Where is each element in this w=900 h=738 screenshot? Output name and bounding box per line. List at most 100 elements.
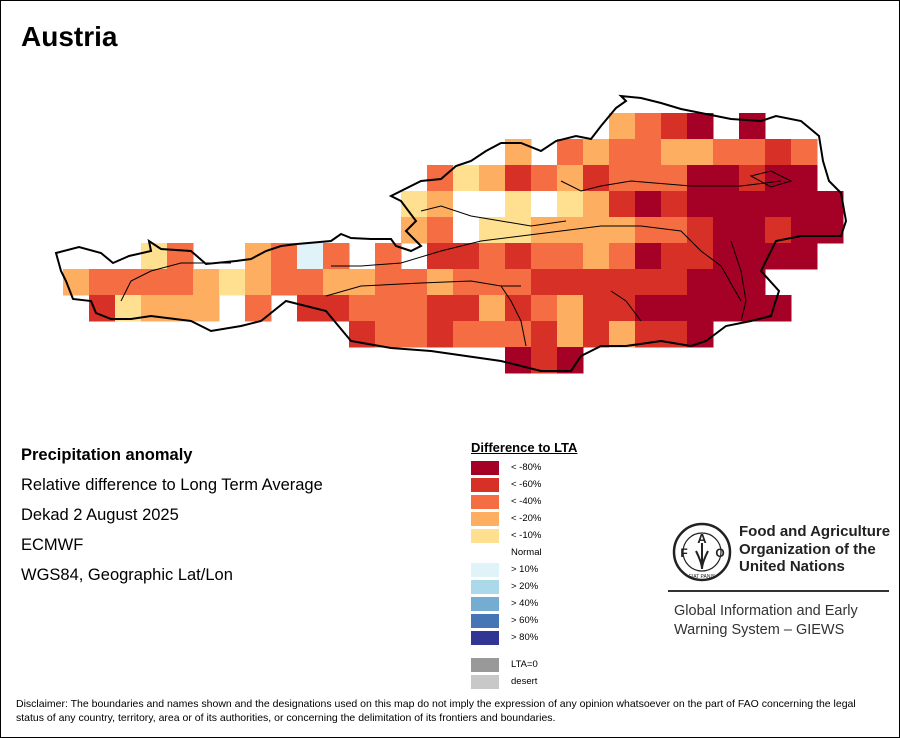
grid-cell — [635, 113, 662, 140]
anomaly-grid — [63, 113, 844, 374]
giews-line: Warning System – GIEWS — [674, 622, 845, 638]
grid-cell — [739, 217, 766, 244]
grid-cell — [89, 269, 116, 296]
grid-cell — [427, 191, 454, 218]
grid-cell — [609, 217, 636, 244]
grid-cell — [765, 191, 792, 218]
legend-swatch — [471, 580, 499, 594]
projection: WGS84, Geographic Lat/Lon — [21, 566, 233, 584]
legend-swatch — [471, 658, 499, 672]
map-subtitle: Relative difference to Long Term Average — [21, 476, 323, 494]
legend-swatch — [471, 529, 499, 543]
grid-cell — [583, 295, 610, 322]
grid-cell — [635, 269, 662, 296]
fao-name: Food and Agriculture Organization of the… — [739, 523, 890, 576]
legend-label: Normal — [511, 547, 542, 558]
legend-item: > 80% — [471, 631, 538, 645]
grid-cell — [713, 217, 740, 244]
legend-item: < -20% — [471, 512, 541, 526]
grid-cell — [349, 295, 376, 322]
grid-cell — [791, 191, 818, 218]
legend-item: < -40% — [471, 495, 541, 509]
legend-swatch — [471, 675, 499, 689]
fao-name-line: Food and Agriculture — [739, 523, 891, 540]
grid-cell — [453, 269, 480, 296]
grid-cell — [453, 321, 480, 348]
grid-cell — [505, 269, 532, 296]
grid-cell — [583, 191, 610, 218]
grid-cell — [297, 269, 324, 296]
grid-cell — [479, 321, 506, 348]
grid-cell — [479, 191, 506, 218]
grid-cell — [557, 243, 584, 270]
legend-swatch — [471, 461, 499, 475]
legend-label: desert — [511, 676, 538, 687]
grid-cell — [427, 243, 454, 270]
grid-cell — [687, 217, 714, 244]
grid-cell — [557, 295, 584, 322]
grid-cell — [713, 243, 740, 270]
grid-cell — [583, 139, 610, 166]
legend-swatch — [471, 512, 499, 526]
grid-cell — [375, 269, 402, 296]
grid-cell — [713, 139, 740, 166]
grid-cell — [557, 139, 584, 166]
legend-item: > 40% — [471, 597, 538, 611]
legend-item: < -80% — [471, 461, 541, 475]
legend-swatch — [471, 631, 499, 645]
legend-item: desert — [471, 675, 537, 689]
grid-cell — [609, 113, 636, 140]
grid-cell — [323, 269, 350, 296]
grid-cell — [505, 191, 532, 218]
grid-cell — [167, 269, 194, 296]
grid-cell — [479, 295, 506, 322]
grid-cell — [531, 295, 558, 322]
legend-label: > 40% — [511, 598, 539, 609]
grid-cell — [713, 295, 740, 322]
fao-name-line: United Nations — [739, 558, 845, 575]
grid-cell — [297, 243, 324, 270]
grid-cell — [713, 165, 740, 192]
disclaimer: Disclaimer: The boundaries and names sho… — [16, 698, 856, 724]
grid-cell — [739, 295, 766, 322]
grid-cell — [583, 217, 610, 244]
grid-cell — [609, 321, 636, 348]
map-period: Dekad 2 August 2025 — [21, 506, 179, 524]
grid-cell — [635, 243, 662, 270]
grid-cell — [557, 321, 584, 348]
grid-cell — [505, 217, 532, 244]
grid-cell — [245, 269, 272, 296]
data-source: ECMWF — [21, 536, 84, 554]
province-borders — [120, 170, 793, 347]
grid-cell — [739, 191, 766, 218]
grid-cell — [505, 321, 532, 348]
grid-cell — [427, 295, 454, 322]
grid-cell — [687, 295, 714, 322]
grid-cell — [635, 217, 662, 244]
grid-cell — [479, 269, 506, 296]
grid-cell — [531, 243, 558, 270]
grid-cell — [687, 243, 714, 270]
grid-cell — [557, 165, 584, 192]
legend-swatch — [471, 495, 499, 509]
legend-item: Normal — [471, 546, 542, 560]
grid-cell — [401, 269, 428, 296]
grid-cell — [661, 191, 688, 218]
grid-cell — [401, 321, 428, 348]
grid-cell — [609, 269, 636, 296]
grid-cell — [635, 191, 662, 218]
grid-cell — [375, 295, 402, 322]
grid-cell — [739, 269, 766, 296]
grid-cell — [791, 243, 818, 270]
grid-cell — [453, 295, 480, 322]
grid-cell — [271, 269, 298, 296]
grid-cell — [817, 217, 844, 244]
grid-cell — [453, 217, 480, 244]
grid-cell — [557, 269, 584, 296]
grid-cell — [427, 321, 454, 348]
grid-cell — [687, 191, 714, 218]
legend-swatch — [471, 546, 499, 560]
legend-item: LTA=0 — [471, 658, 538, 672]
grid-cell — [401, 191, 428, 218]
legend-label: < -40% — [511, 496, 542, 507]
